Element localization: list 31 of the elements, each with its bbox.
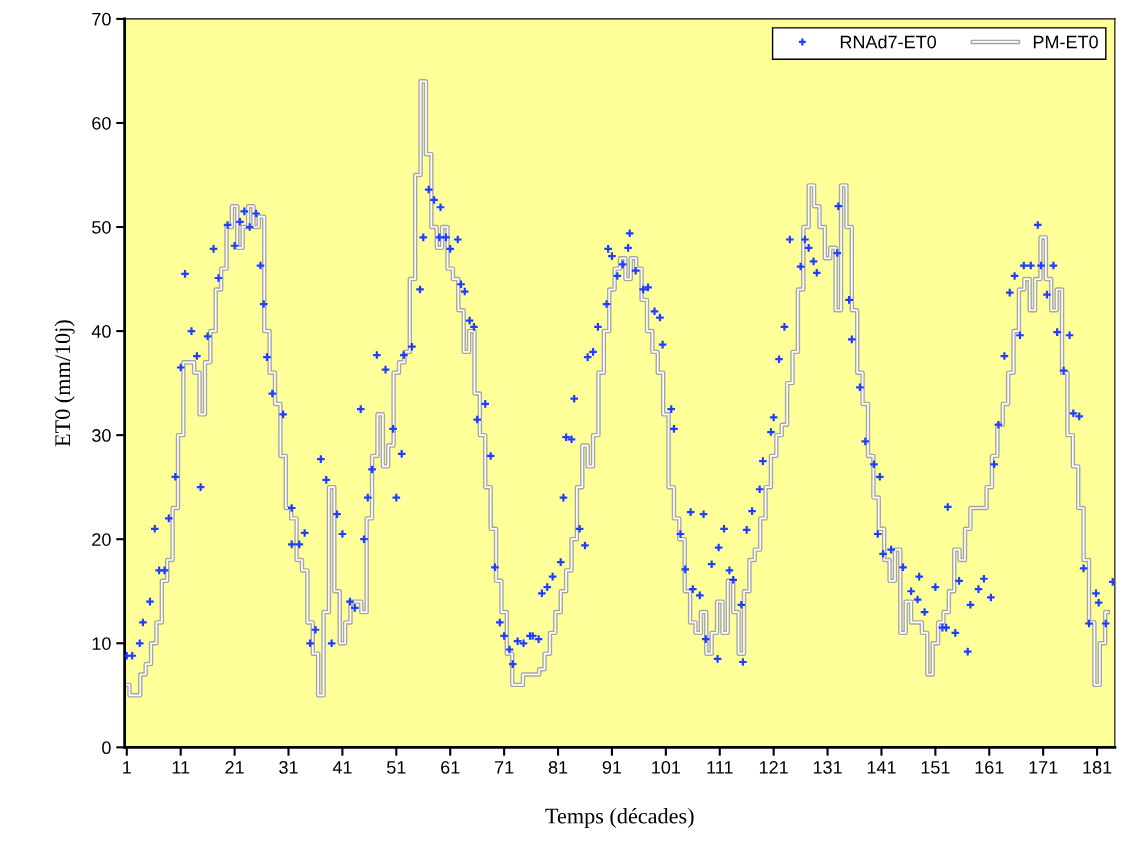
x-tick-label: 31	[279, 761, 298, 774]
x-tick-label: 171	[1029, 761, 1058, 774]
x-axis-title: Temps (décades)	[545, 807, 694, 829]
y-tick-label: 60	[92, 116, 111, 130]
x-tick-label: 161	[975, 761, 1004, 774]
x-tick-label: 101	[652, 761, 681, 774]
legend-label: PM-ET0	[1033, 35, 1098, 49]
y-tick-label: 50	[92, 220, 111, 234]
x-tick-label: 131	[813, 761, 842, 774]
x-tick-label: 181	[1083, 761, 1112, 774]
x-tick-label: 81	[548, 761, 568, 774]
y-tick-label: 40	[91, 325, 111, 338]
x-tick-label: 41	[332, 761, 352, 774]
x-tick-label: 111	[707, 761, 733, 774]
x-tick-label: 121	[759, 761, 788, 774]
x-tick-label: 51	[386, 761, 406, 774]
x-tick-label: 71	[495, 761, 514, 774]
x-tick-label: 21	[225, 761, 244, 774]
y-tick-label: 30	[92, 429, 111, 442]
legend-label: RNAd7-ET0	[840, 35, 937, 49]
x-tick-label: 11	[172, 761, 190, 774]
y-tick-label: 20	[92, 533, 111, 546]
y-tick-label: 70	[92, 12, 111, 26]
x-tick-label: 61	[441, 761, 460, 774]
x-tick-label: 151	[921, 761, 950, 774]
y-tick-label: 10	[92, 637, 111, 650]
x-tick-label: 141	[867, 761, 896, 774]
y-axis-title: ET0 (mm/10j)	[54, 320, 75, 447]
x-tick-label: 91	[602, 761, 622, 774]
y-tick-label: 0	[102, 741, 111, 755]
x-tick-label: 1	[123, 761, 131, 774]
